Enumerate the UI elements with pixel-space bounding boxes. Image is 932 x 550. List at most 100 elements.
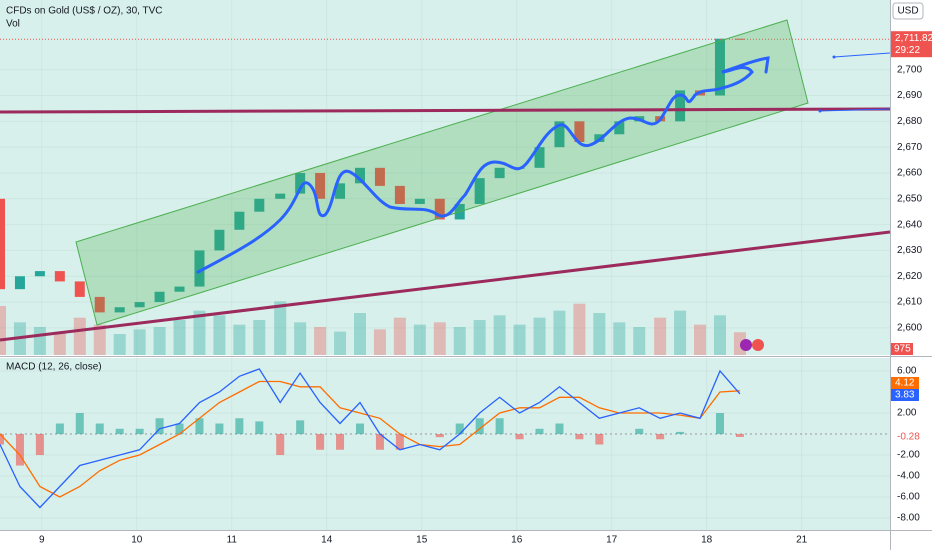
candle-body bbox=[474, 178, 485, 204]
volume-bar bbox=[553, 310, 566, 355]
histogram-value-label: -0.28 bbox=[897, 432, 920, 443]
histogram-bar bbox=[115, 428, 124, 435]
y-tick-label: 2,640 bbox=[897, 219, 922, 230]
candle-body bbox=[494, 167, 505, 179]
volume-bar bbox=[533, 317, 546, 355]
y-tick-label: -8.00 bbox=[897, 513, 920, 524]
candle-body bbox=[94, 296, 105, 313]
x-tick-label: 17 bbox=[606, 535, 618, 546]
parallel-channel bbox=[75, 19, 809, 326]
histogram-bar bbox=[336, 434, 345, 450]
price-pane bbox=[0, 0, 890, 355]
volume-bar bbox=[93, 324, 106, 355]
candle-body bbox=[714, 38, 725, 96]
volume-bar bbox=[233, 324, 246, 355]
histogram-bar bbox=[535, 428, 544, 435]
x-tick-label: 10 bbox=[131, 535, 143, 546]
horizontal-line bbox=[0, 107, 891, 114]
volume-bar bbox=[53, 331, 66, 355]
histogram-bar bbox=[575, 434, 584, 440]
flag-icon[interactable] bbox=[752, 339, 764, 351]
candle-body bbox=[534, 147, 545, 168]
event-icon[interactable] bbox=[740, 339, 752, 351]
macd-line bbox=[0, 368, 741, 509]
volume-bar bbox=[173, 320, 186, 355]
x-tick-label: 14 bbox=[321, 535, 333, 546]
signal-value-label: 4.12 bbox=[895, 378, 915, 389]
chart-title: CFDs on Gold (US$ / OZ), 30, TVC bbox=[6, 6, 163, 17]
volume-bar bbox=[654, 317, 667, 355]
volume-bar bbox=[314, 327, 327, 355]
volume-bar bbox=[713, 315, 726, 355]
volume-bar bbox=[113, 334, 126, 355]
y-tick-label: 2,660 bbox=[897, 168, 922, 179]
x-tick-label: 15 bbox=[416, 535, 428, 546]
candle-body bbox=[394, 185, 405, 204]
macd-value-box bbox=[891, 389, 919, 401]
y-tick-label: -2.00 bbox=[897, 450, 920, 461]
histogram-bar bbox=[515, 434, 524, 440]
y-tick-label: 2,630 bbox=[897, 245, 922, 256]
histogram-bar bbox=[0, 434, 4, 445]
candle-body bbox=[414, 198, 425, 204]
volume-bar bbox=[373, 329, 386, 355]
candle-body bbox=[154, 291, 165, 303]
candle-body bbox=[554, 121, 565, 148]
x-tick-label: 9 bbox=[39, 535, 45, 546]
y-tick-label: -6.00 bbox=[897, 492, 920, 503]
histogram-bar bbox=[635, 428, 644, 435]
volume-bar bbox=[633, 327, 646, 355]
volume-bar bbox=[73, 317, 86, 355]
histogram-bar bbox=[656, 434, 665, 440]
y-tick-label: 2,690 bbox=[897, 90, 922, 101]
histogram-bar bbox=[375, 434, 384, 450]
histogram-bar bbox=[475, 418, 484, 435]
y-tick-label: 2,670 bbox=[897, 142, 922, 153]
volume-bar bbox=[593, 313, 606, 355]
volume-bar bbox=[133, 329, 146, 355]
volume-bar bbox=[473, 320, 486, 355]
x-tick-label: 18 bbox=[701, 535, 713, 546]
candle-body bbox=[14, 276, 25, 290]
candle-body bbox=[194, 250, 205, 287]
histogram-bar bbox=[215, 423, 224, 435]
trend-line bbox=[0, 230, 891, 342]
histogram-bar bbox=[35, 434, 44, 456]
histogram-bar bbox=[55, 423, 64, 435]
candle-body bbox=[354, 167, 365, 184]
macd-title: MACD (12, 26, close) bbox=[6, 362, 102, 373]
histogram-bar bbox=[255, 421, 264, 435]
histogram-bar bbox=[595, 434, 604, 445]
signal-value-box bbox=[891, 377, 919, 389]
y-tick-label: 2,650 bbox=[897, 193, 922, 204]
last-price-label: 2,711.82 bbox=[895, 33, 932, 44]
candle-body bbox=[0, 198, 5, 290]
macd-pane bbox=[0, 358, 890, 530]
brush-drawing bbox=[196, 56, 770, 274]
histogram-bar bbox=[75, 413, 84, 435]
histogram-bar bbox=[135, 428, 144, 435]
candle-body bbox=[734, 38, 745, 40]
histogram-bar bbox=[495, 418, 504, 435]
volume-bar bbox=[153, 327, 166, 355]
histogram-bar bbox=[455, 423, 464, 435]
candle-body bbox=[434, 198, 445, 220]
volume-bar bbox=[334, 331, 347, 355]
y-tick-label: 2,620 bbox=[897, 271, 922, 282]
volume-bar bbox=[193, 310, 206, 355]
histogram-bar bbox=[676, 431, 685, 435]
volume-bar bbox=[294, 322, 307, 355]
volume-title: Vol bbox=[6, 19, 20, 30]
currency-button[interactable] bbox=[892, 2, 924, 20]
volume-bar bbox=[674, 310, 687, 355]
candle-body bbox=[214, 229, 225, 251]
signal-line bbox=[0, 380, 740, 498]
volume-bar bbox=[253, 320, 266, 355]
volume-bar bbox=[613, 322, 626, 355]
candle-body bbox=[315, 172, 326, 199]
y-tick-label: 6.00 bbox=[897, 366, 917, 377]
currency[interactable]: USD bbox=[897, 6, 918, 17]
ray-point bbox=[818, 109, 822, 113]
volume-bar bbox=[573, 303, 586, 355]
macd-value-label: 3.83 bbox=[895, 390, 915, 401]
